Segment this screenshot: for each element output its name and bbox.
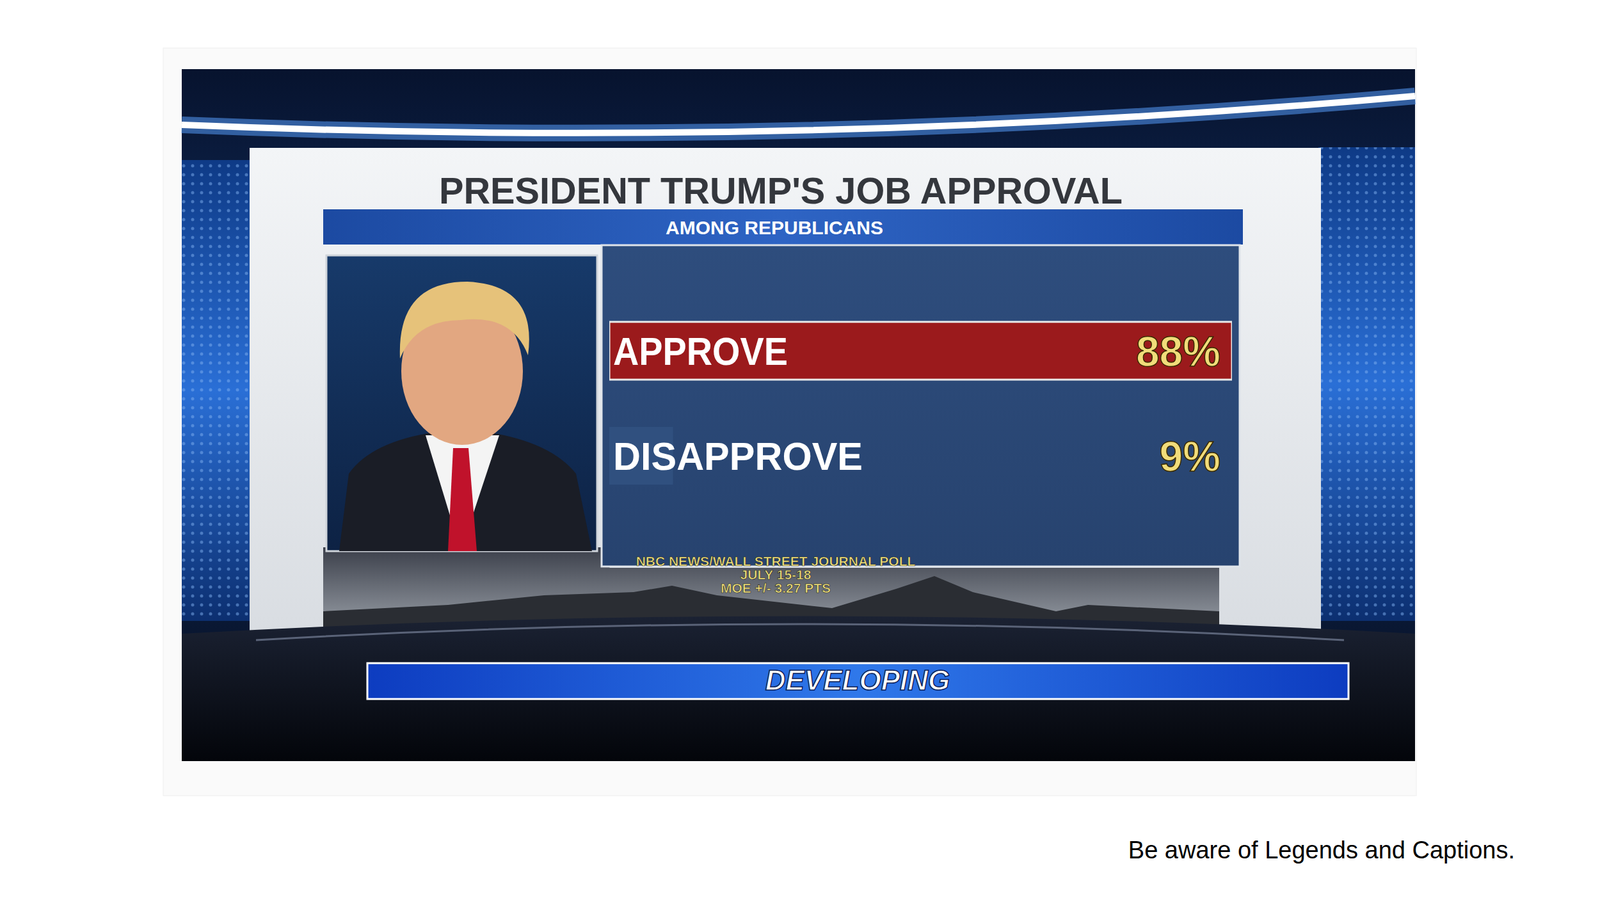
studio-background: [181, 69, 1416, 761]
bar: [609, 321, 1232, 380]
portrait-hair: [400, 281, 530, 359]
source: NBC NEWS/WALL STREET JOURNAL POLLJULY 15…: [636, 553, 916, 596]
image-frame: [163, 48, 1417, 796]
light-strip: [181, 96, 1416, 134]
category-labels: APPROVE DISAPPROVE: [613, 328, 863, 479]
graphic-board: [249, 147, 1321, 633]
source-line: JULY 15-18: [740, 567, 812, 582]
category-label: DISAPPROVE: [613, 433, 863, 479]
side-panel-dots: [1318, 147, 1416, 621]
portrait-tie: [448, 448, 477, 552]
portrait-shirt: [425, 435, 500, 552]
source-line: NBC NEWS/WALL STREET JOURNAL POLL: [636, 553, 916, 569]
desk-edge: [256, 624, 1344, 640]
portrait: [326, 255, 598, 552]
data-label: 88%: [1136, 327, 1221, 376]
banner-bar: [367, 663, 1349, 699]
subtitle: AMONG REPUBLICANS: [665, 216, 884, 239]
side-panel: [1318, 147, 1416, 621]
category-label: APPROVE: [613, 328, 788, 374]
studio-floor: [181, 616, 1416, 762]
data-labels: 88% 9%: [1136, 327, 1221, 480]
bars: [609, 321, 1232, 485]
subtitle-bar: [323, 209, 1243, 245]
data-label: 9%: [1159, 432, 1221, 480]
chart-svg: PRESIDENT TRUMP'S JOB APPROVAL AMONG REPU…: [0, 0, 1600, 900]
banner-text: DEVELOPING: [765, 664, 951, 696]
plot-panel: [601, 245, 1240, 567]
portrait-suit: [339, 432, 592, 552]
source-line: MOE +/- 3.27 PTS: [720, 580, 831, 596]
light-glow: [181, 96, 1416, 134]
title: PRESIDENT TRUMP'S JOB APPROVAL: [439, 169, 1123, 212]
portrait-bg: [326, 255, 598, 552]
caption: Be aware of Legends and Captions.: [1128, 836, 1515, 864]
